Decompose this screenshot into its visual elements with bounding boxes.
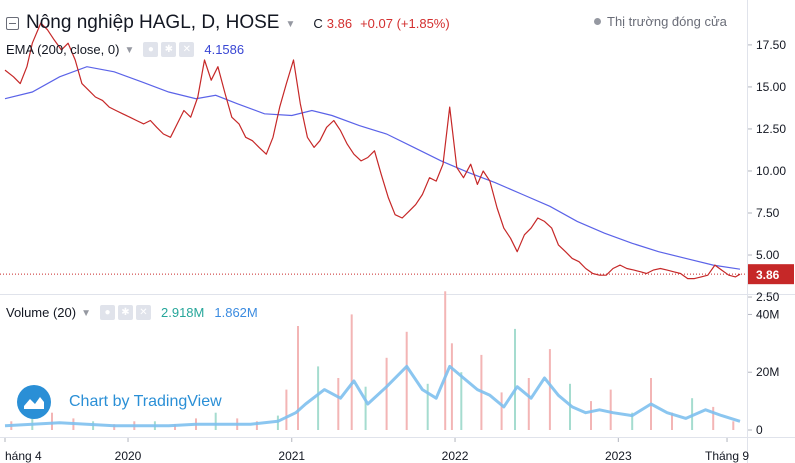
volume-bar[interactable] xyxy=(255,421,258,430)
eye-icon[interactable]: ● xyxy=(143,41,159,57)
gear-icon[interactable]: ✱ xyxy=(118,304,133,320)
volume-bar[interactable] xyxy=(364,386,367,430)
caret-down-icon[interactable]: ▼ xyxy=(81,307,91,319)
caret-down-icon[interactable]: ▼ xyxy=(124,44,135,56)
volume-bar[interactable] xyxy=(385,357,388,430)
price-axis-ticks: 2.50 5.00 7.50 10.00 12.50 15.00 17.50 3.86 xyxy=(748,38,794,304)
ema-label[interactable]: EMA (200, close, 0) xyxy=(6,41,120,57)
volume-label[interactable]: Volume (20) xyxy=(6,304,77,320)
volume-bar[interactable] xyxy=(444,291,447,430)
volume-bar[interactable] xyxy=(460,372,463,430)
close-label: C xyxy=(313,15,323,31)
time-axis-ticks: háng 4 2020 2021 2022 2023 Tháng 9 xyxy=(4,438,749,463)
eye-icon[interactable]: ● xyxy=(100,304,115,320)
x-tick-label: 2021 xyxy=(278,449,305,463)
volume-bar[interactable] xyxy=(609,389,612,430)
volume-bar[interactable] xyxy=(426,383,429,430)
volume-bar[interactable] xyxy=(51,412,53,430)
volume-bar[interactable] xyxy=(631,412,634,430)
volume-bar[interactable] xyxy=(337,378,340,430)
volume-tick-label: 40M xyxy=(756,307,779,321)
symbol-legend: Nông nghiệp HAGL, D, HOSE ▼ C 3.86 +0.07 (… xyxy=(6,10,458,36)
y-tick-label: 10.00 xyxy=(756,164,786,178)
ema-legend[interactable]: EMA (200, close, 0) ▼ ● ✱ ✕ 4.1586 xyxy=(6,40,244,58)
volume-bar[interactable] xyxy=(285,389,288,430)
volume-value: 2.918M xyxy=(161,304,205,320)
last-price-label: 3.86 xyxy=(756,268,780,282)
tradingview-logo-icon xyxy=(17,385,51,419)
y-tick-label: 7.50 xyxy=(756,206,780,220)
x-tick-label: 2023 xyxy=(605,449,632,463)
symbol-title[interactable]: Nông nghiệp HAGL, D, HOSE xyxy=(26,12,280,33)
x-tick-label: Tháng 9 xyxy=(705,449,749,463)
volume-bar[interactable] xyxy=(405,331,408,430)
gear-icon[interactable]: ✱ xyxy=(161,41,177,57)
x-tick-label: 2020 xyxy=(115,449,142,463)
price-series xyxy=(0,22,747,280)
x-tick-label: 2022 xyxy=(442,449,469,463)
volume-bar[interactable] xyxy=(671,412,673,430)
volume-bar[interactable] xyxy=(174,424,176,430)
close-value: 3.86 xyxy=(326,15,353,31)
volume-bar[interactable] xyxy=(548,349,551,430)
volume-bar[interactable] xyxy=(527,378,530,430)
volume-bar[interactable] xyxy=(450,343,453,430)
x-tick-label: háng 4 xyxy=(5,449,42,463)
y-tick-label: 2.50 xyxy=(756,290,780,304)
y-tick-label: 15.00 xyxy=(756,80,786,94)
volume-bar[interactable] xyxy=(350,314,353,430)
close-icon[interactable]: ✕ xyxy=(179,41,195,57)
volume-bar[interactable] xyxy=(712,406,715,430)
volume-bar[interactable] xyxy=(732,421,735,430)
tradingview-watermark[interactable]: Chart by TradingView xyxy=(17,385,222,419)
collapse-icon[interactable] xyxy=(6,16,19,30)
y-tick-label: 12.50 xyxy=(756,122,786,136)
y-tick-label: 5.00 xyxy=(756,248,780,262)
volume-ma-value: 1.862M xyxy=(214,304,258,320)
volume-axis-ticks: 0 20M 40M xyxy=(748,307,779,437)
status-dot-icon xyxy=(594,18,601,25)
close-icon[interactable]: ✕ xyxy=(136,304,151,320)
volume-bar[interactable] xyxy=(317,366,320,430)
ohlc-values: C 3.86 +0.07 (+1.85%) xyxy=(313,16,457,31)
change-value: +0.07 (+1.85%) xyxy=(360,15,450,31)
market-status: Thị trường đóng cửa xyxy=(594,14,727,29)
watermark-text: Chart by TradingView xyxy=(69,393,222,410)
volume-bar[interactable] xyxy=(214,412,217,430)
volume-legend[interactable]: Volume (20) ▼ ● ✱ ✕ 2.918M 1.862M xyxy=(6,303,258,321)
price-line[interactable] xyxy=(4,22,741,280)
volume-bar[interactable] xyxy=(590,401,592,430)
y-tick-label: 17.50 xyxy=(756,38,786,52)
volume-ma xyxy=(4,364,741,428)
ema-line[interactable] xyxy=(4,66,741,270)
volume-bar[interactable] xyxy=(297,326,299,430)
last-price-badge xyxy=(748,264,794,285)
volume-bar[interactable] xyxy=(500,392,503,430)
volume-tick-label: 20M xyxy=(756,365,779,379)
market-status-text: Thị trường đóng cửa xyxy=(607,14,727,29)
volume-ma-line[interactable] xyxy=(4,364,741,428)
volume-tick-label: 0 xyxy=(756,423,763,437)
caret-down-icon[interactable]: ▼ xyxy=(285,18,296,30)
ema-value: 4.1586 xyxy=(204,41,245,57)
volume-bar[interactable] xyxy=(514,328,516,430)
